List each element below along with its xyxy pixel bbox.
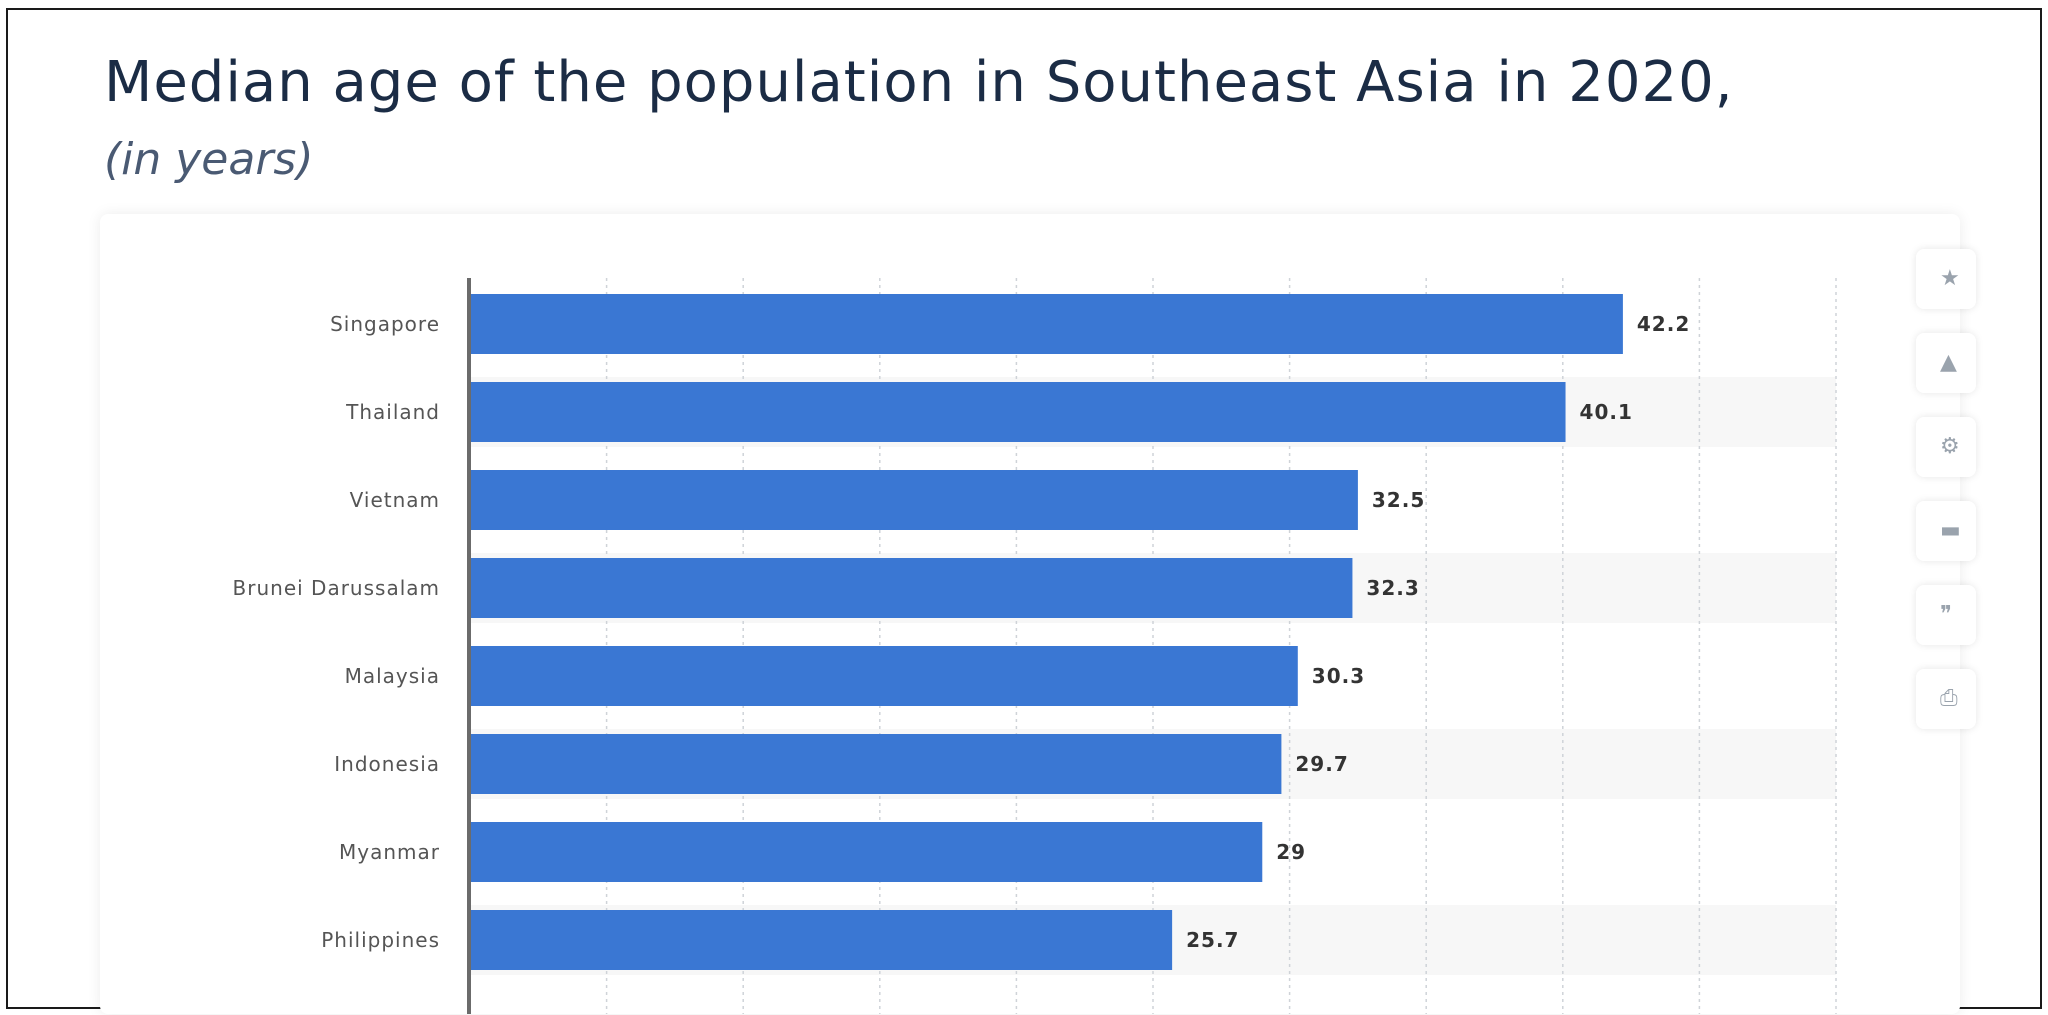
value-labels: 42.2 40.1 32.5 32.3 30.3 29.7 29 25.7 — [1186, 312, 1690, 952]
bar[interactable] — [470, 822, 1263, 882]
category-label: Thailand — [345, 400, 440, 424]
chart-subtitle: (in years) — [104, 134, 314, 185]
category-label: Singapore — [330, 312, 440, 336]
bar[interactable] — [470, 558, 1353, 618]
bar[interactable] — [470, 470, 1358, 530]
category-label: Brunei Darussalam — [233, 576, 440, 600]
gear-icon[interactable]: ⚙ — [1916, 417, 1976, 477]
value-label: 32.3 — [1366, 576, 1419, 600]
category-label: Malaysia — [345, 664, 440, 688]
category-labels: Singapore Thailand Vietnam Brunei Darussala… — [233, 312, 440, 952]
value-label: 32.5 — [1372, 488, 1425, 512]
value-label: 25.7 — [1186, 928, 1239, 952]
share-icon[interactable]: ▬ — [1916, 501, 1976, 561]
bar[interactable] — [470, 910, 1173, 970]
value-label: 29 — [1276, 840, 1306, 864]
value-label: 29.7 — [1295, 752, 1348, 776]
value-label: 42.2 — [1637, 312, 1690, 336]
bell-icon[interactable]: ▲ — [1916, 333, 1976, 393]
bar[interactable] — [470, 294, 1623, 354]
chart-title: Median age of the population in Southeas… — [104, 50, 1734, 115]
category-label: Indonesia — [334, 752, 440, 776]
bar-chart: Singapore Thailand Vietnam Brunei Darussala… — [233, 278, 1837, 1014]
bar[interactable] — [470, 734, 1282, 794]
category-label: Philippines — [321, 928, 440, 952]
print-icon[interactable]: ⎙ — [1916, 669, 1976, 729]
quote-icon[interactable]: ❞ — [1916, 585, 1976, 645]
bars — [470, 294, 1623, 970]
value-label: 40.1 — [1580, 400, 1633, 424]
chart-card: Singapore Thailand Vietnam Brunei Darussala… — [100, 214, 1960, 1014]
bar[interactable] — [470, 382, 1566, 442]
bar[interactable] — [470, 646, 1298, 706]
star-icon[interactable]: ★ — [1916, 249, 1976, 309]
value-label: 30.3 — [1312, 664, 1365, 688]
category-label: Vietnam — [350, 488, 440, 512]
category-label: Myanmar — [339, 840, 440, 864]
